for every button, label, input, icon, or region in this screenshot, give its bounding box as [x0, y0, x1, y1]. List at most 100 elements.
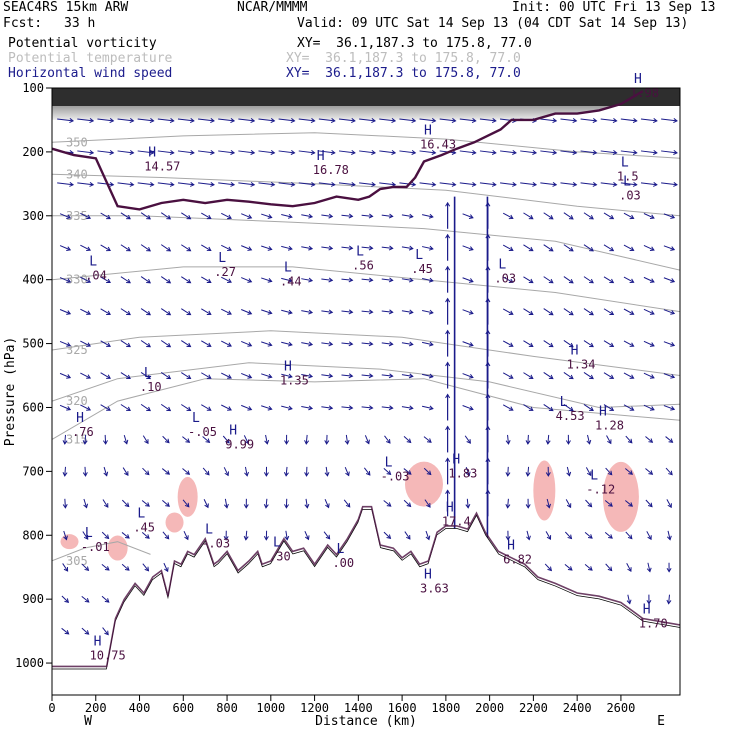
extremum-marker: L: [144, 366, 152, 381]
wind-vector: [462, 213, 474, 219]
pink-region: [602, 461, 639, 532]
x-tick-label: 200: [85, 701, 107, 715]
wind-vector: [422, 341, 433, 346]
wind-arrowhead: [649, 214, 655, 220]
wind-vector: [301, 310, 313, 314]
wind-vector: [281, 341, 293, 346]
wind-vector: [419, 118, 436, 122]
wind-vector: [422, 246, 433, 250]
wind-vector: [663, 277, 675, 283]
wind-arrowhead: [451, 181, 457, 187]
wind-arrowhead: [445, 457, 451, 463]
extremum-value: 1.35: [280, 374, 309, 388]
extremum-marker: L: [356, 245, 364, 260]
wind-vector: [401, 214, 413, 218]
wind-vector: [121, 563, 130, 571]
wind-arrowhead: [287, 341, 293, 347]
wind-arrowhead: [287, 309, 293, 315]
wind-arrowhead: [491, 181, 497, 187]
pink-region: [165, 512, 184, 533]
wind-vector: [587, 434, 591, 444]
wind-arrowhead: [166, 278, 172, 284]
wind-vector: [238, 118, 255, 122]
wind-arrowhead: [668, 470, 673, 476]
y-tick-label: 300: [22, 209, 44, 223]
wind-vector: [221, 276, 232, 283]
wind-arrowhead: [86, 406, 92, 411]
wind-arrowhead: [589, 374, 594, 380]
wind-vector: [523, 308, 534, 315]
wind-vector: [341, 406, 353, 409]
extremum-marker: H: [634, 72, 642, 87]
wind-vector: [507, 434, 509, 444]
wind-arrowhead: [568, 310, 574, 316]
wind-arrowhead: [445, 233, 451, 239]
extremum-marker: L: [137, 507, 145, 522]
field-name-wind: Horizontal wind speed: [8, 66, 173, 81]
wind-arrowhead: [284, 440, 290, 445]
wind-vector: [100, 404, 111, 411]
wind-arrowhead: [629, 246, 635, 252]
wind-vector: [359, 150, 376, 154]
wind-vector: [59, 340, 71, 347]
wind-vector: [162, 435, 170, 443]
wind-arrowhead: [267, 309, 273, 315]
wind-vector: [198, 182, 215, 186]
wind-vector: [403, 436, 412, 443]
wind-arrowhead: [589, 278, 594, 284]
wind-arrowhead: [653, 118, 658, 123]
wind-arrowhead: [670, 214, 676, 219]
wind-arrowhead: [386, 534, 392, 540]
wind-arrowhead: [227, 214, 232, 220]
wind-arrowhead: [126, 374, 131, 380]
wind-vector: [425, 530, 430, 540]
wind-vector: [177, 118, 194, 122]
wind-vector: [160, 276, 171, 284]
wind-arrowhead: [106, 214, 111, 220]
wind-arrowhead: [166, 246, 172, 252]
wind-vector: [321, 246, 333, 249]
extremum-value: .56: [352, 259, 374, 273]
wind-arrowhead: [348, 373, 354, 379]
wind-vector: [381, 214, 393, 217]
wind-vector: [462, 373, 474, 378]
wind-vector: [361, 278, 373, 281]
wind-arrowhead: [206, 374, 212, 379]
wind-arrowhead: [186, 374, 192, 380]
wind-vector: [77, 182, 94, 186]
extremum-marker: L: [385, 456, 393, 471]
wind-vector: [241, 309, 252, 315]
wind-arrowhead: [63, 566, 69, 572]
extremum-value: 1.5: [617, 169, 639, 183]
wind-arrowhead: [508, 278, 514, 283]
field-xy-pv: XY= 36.1,187.3 to 175.8, 77.0: [297, 36, 532, 51]
theta-label: 320: [66, 394, 88, 408]
wind-arrowhead: [186, 310, 192, 316]
wind-arrowhead: [408, 309, 414, 315]
wind-arrowhead: [646, 567, 652, 573]
wind-vector: [379, 150, 396, 154]
wind-vector: [304, 530, 309, 540]
wind-vector: [560, 182, 577, 186]
wind-vector: [563, 212, 574, 220]
wind-vector: [661, 118, 678, 122]
wind-vector: [182, 468, 190, 475]
wind-arrowhead: [365, 470, 371, 476]
wind-arrowhead: [428, 341, 434, 347]
wind-vector: [563, 372, 574, 380]
wind-vector: [281, 277, 293, 282]
wind-vector: [305, 498, 308, 508]
wind-vector: [100, 340, 111, 347]
wind-arrowhead: [304, 472, 310, 477]
wind-arrowhead: [351, 150, 356, 155]
wind-arrowhead: [371, 181, 376, 187]
wind-arrowhead: [206, 342, 212, 347]
wind-arrowhead: [607, 470, 613, 476]
wind-vector: [285, 466, 288, 476]
wind-vector: [422, 309, 433, 314]
wind-vector: [221, 340, 232, 347]
wind-vector: [241, 245, 252, 251]
wind-vector: [502, 212, 514, 219]
wind-vector: [341, 342, 353, 345]
wind-vector: [221, 372, 232, 379]
